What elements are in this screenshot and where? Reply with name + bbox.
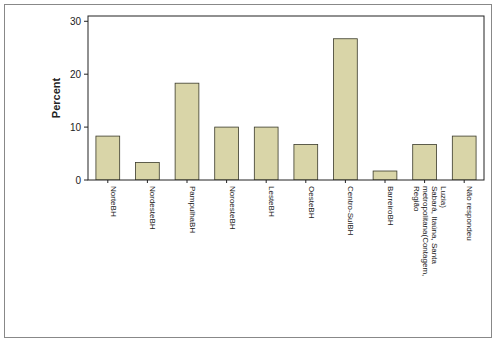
bar: [175, 83, 199, 180]
x-tick-label: Regiãometropolitana(Contagem,Sabará, Ita…: [412, 186, 448, 276]
x-tick-label-line: Sabará, Itaúna, Santa: [430, 186, 439, 264]
x-tick-label: NordesteBH: [148, 186, 157, 230]
x-tick: [464, 180, 465, 183]
bar: [254, 127, 278, 180]
y-tick: [84, 180, 88, 181]
y-tick-label: 30: [70, 16, 82, 27]
y-tick: [84, 127, 88, 128]
y-tick-label: 0: [75, 175, 81, 186]
x-tick-label-line: OesteBH: [307, 186, 316, 219]
x-tick-label-line: NordesteBH: [148, 186, 157, 230]
x-tick: [266, 180, 267, 183]
x-tick-label: LesteBH: [267, 186, 276, 217]
chart: 0 10 20 30 Percent NorteBH NordesteBH PampulhaB…: [0, 0, 496, 342]
x-tick-label: BarreiroBH: [386, 186, 395, 226]
x-tick: [385, 180, 386, 183]
x-tick-label-line: metropolitana(Contagem,: [421, 186, 430, 276]
x-tick-label-line: Luzia): [439, 186, 448, 208]
x-tick-label-line: Não respondeu: [465, 186, 474, 241]
x-tick-label: PampulhaBH: [188, 186, 197, 233]
y-tick-label: 10: [70, 122, 82, 133]
bar: [136, 163, 160, 180]
x-tick-label: OesteBH: [307, 186, 316, 219]
x-tick: [226, 180, 227, 183]
bar: [452, 136, 476, 180]
x-tick: [147, 180, 148, 183]
bar: [294, 145, 318, 180]
bar: [215, 127, 239, 180]
bars: [96, 39, 476, 180]
x-tick-label-line: Centro-SulBH: [346, 186, 355, 236]
x-tick: [187, 180, 188, 183]
y-tick: [84, 21, 88, 22]
y-tick: [84, 74, 88, 75]
x-tick-label-line: PampulhaBH: [188, 186, 197, 233]
x-tick: [424, 180, 425, 183]
x-tick-label-line: NorteBH: [109, 186, 118, 217]
x-tick-label-line: BarreiroBH: [386, 186, 395, 226]
x-tick: [345, 180, 346, 183]
x-tick-label-line: NoroesteBH: [228, 186, 237, 230]
x-tick-label: NoroesteBH: [228, 186, 237, 230]
outer-frame: [5, 5, 492, 338]
bar: [413, 145, 437, 180]
x-tick: [305, 180, 306, 183]
y-tick-label: 20: [70, 69, 82, 80]
x-tick-label-line: Região: [412, 186, 421, 212]
x-tick-label: Centro-SulBH: [346, 186, 355, 236]
y-axis-label: Percent: [50, 77, 62, 118]
x-tick-label-line: LesteBH: [267, 186, 276, 217]
x-tick: [107, 180, 108, 183]
bar: [96, 136, 120, 180]
plot-frame: [88, 16, 484, 180]
x-tick-label: NorteBH: [109, 186, 118, 217]
x-tick-label: Não respondeu: [465, 186, 474, 241]
bar: [334, 39, 358, 180]
bar: [373, 171, 397, 180]
